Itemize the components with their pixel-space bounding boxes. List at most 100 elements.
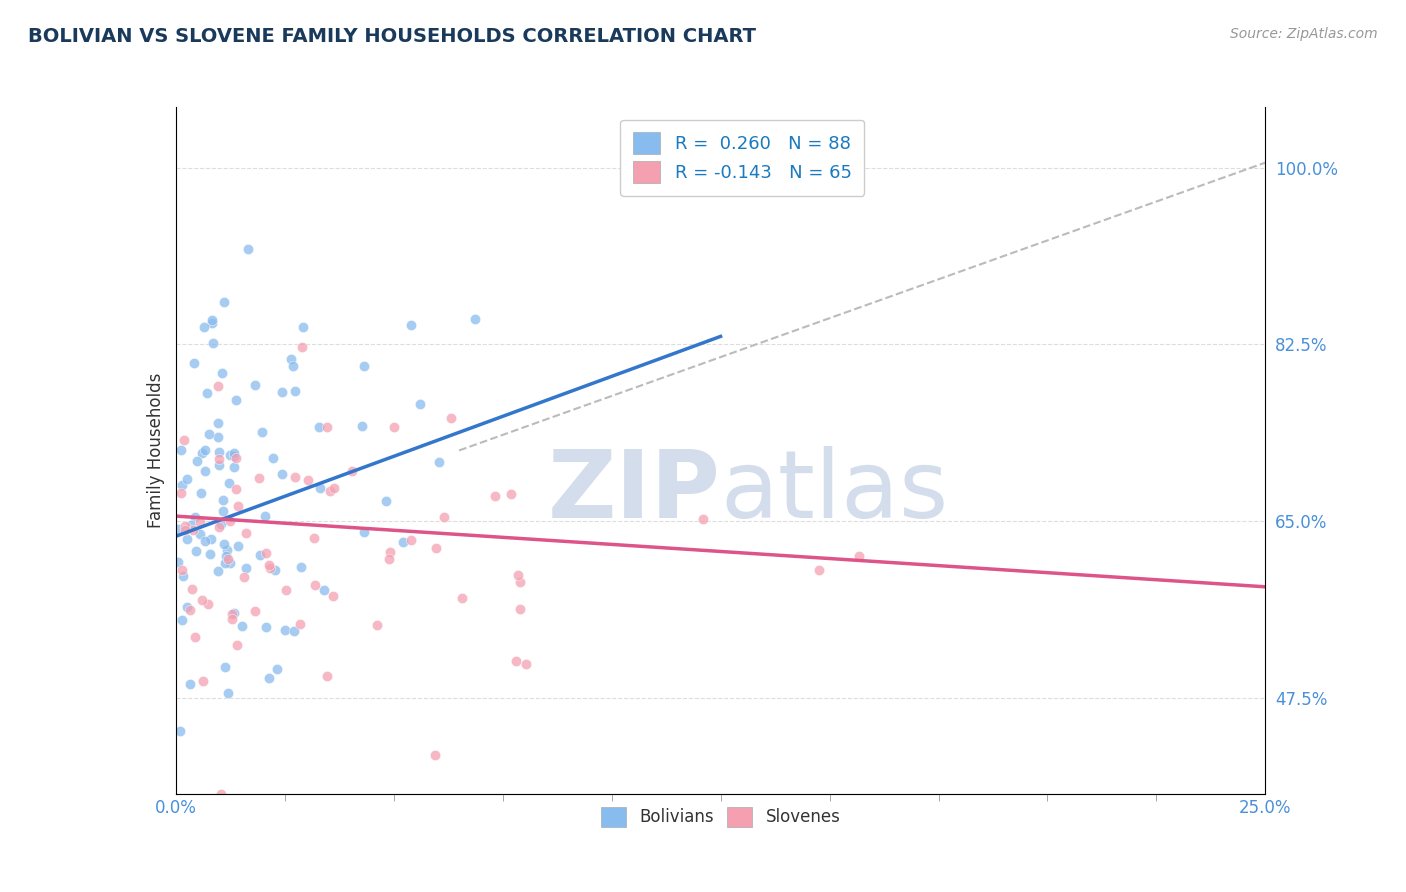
Point <box>253 508 276 523</box>
Point <box>169 724 191 739</box>
Point <box>190 485 212 500</box>
Point <box>180 517 202 532</box>
Point <box>353 359 375 374</box>
Point <box>197 597 219 611</box>
Point <box>508 568 530 582</box>
Point <box>427 455 450 469</box>
Point <box>188 526 211 541</box>
Point <box>207 417 229 431</box>
Text: atlas: atlas <box>721 446 949 538</box>
Point <box>319 484 342 499</box>
Point <box>173 434 195 448</box>
Point <box>176 600 198 615</box>
Point <box>280 351 302 366</box>
Point <box>191 593 214 607</box>
Point <box>323 481 346 495</box>
Point <box>297 473 319 487</box>
Point <box>291 340 314 354</box>
Point <box>292 320 315 334</box>
Point <box>214 556 236 570</box>
Point <box>207 564 229 578</box>
Point <box>174 523 197 537</box>
Point <box>217 686 239 700</box>
Point <box>208 445 231 459</box>
Point <box>409 397 432 411</box>
Text: BOLIVIAN VS SLOVENE FAMILY HOUSEHOLDS CORRELATION CHART: BOLIVIAN VS SLOVENE FAMILY HOUSEHOLDS CO… <box>28 27 756 45</box>
Point <box>209 517 232 532</box>
Point <box>191 446 214 460</box>
Point <box>193 320 215 334</box>
Point <box>170 478 193 492</box>
Point <box>312 583 335 598</box>
Point <box>207 429 229 443</box>
Point <box>200 532 222 546</box>
Point <box>221 607 243 621</box>
Point <box>201 313 224 327</box>
Point <box>222 606 245 620</box>
Point <box>179 603 201 617</box>
Point <box>188 516 211 530</box>
Point <box>197 427 219 442</box>
Point <box>484 489 506 503</box>
Point <box>211 367 233 381</box>
Point <box>247 471 270 485</box>
Point <box>322 589 344 603</box>
Point <box>222 446 245 460</box>
Point <box>451 591 474 606</box>
Point <box>209 787 232 801</box>
Point <box>195 385 218 400</box>
Point <box>225 638 247 652</box>
Point <box>219 556 242 570</box>
Point <box>283 624 305 639</box>
Point <box>170 486 193 500</box>
Point <box>194 464 217 478</box>
Point <box>221 612 243 626</box>
Point <box>217 551 239 566</box>
Point <box>183 630 205 644</box>
Point <box>353 524 375 539</box>
Point <box>167 522 190 536</box>
Point <box>218 514 240 528</box>
Point <box>290 560 312 574</box>
Point <box>170 563 193 577</box>
Point <box>167 555 190 569</box>
Point <box>172 569 194 583</box>
Point <box>270 385 292 400</box>
Point <box>399 533 422 548</box>
Point <box>288 616 311 631</box>
Point <box>262 450 284 465</box>
Point <box>807 563 830 577</box>
Point <box>201 316 224 330</box>
Point <box>515 657 537 671</box>
Point <box>231 619 253 633</box>
Point <box>212 493 235 508</box>
Point <box>505 653 527 667</box>
Point <box>378 552 401 566</box>
Point <box>225 450 247 465</box>
Point <box>215 543 238 558</box>
Point <box>226 539 249 553</box>
Point <box>382 420 405 434</box>
Point <box>274 582 297 597</box>
Point <box>235 561 257 575</box>
Point <box>464 311 486 326</box>
Point <box>233 570 256 584</box>
Point <box>399 318 422 332</box>
Point <box>183 509 205 524</box>
Point <box>170 613 193 627</box>
Point <box>215 549 238 564</box>
Point <box>173 519 195 533</box>
Point <box>266 662 288 676</box>
Point <box>257 558 280 572</box>
Point <box>284 470 307 484</box>
Point <box>179 677 201 691</box>
Text: ZIP: ZIP <box>548 446 721 538</box>
Point <box>198 548 221 562</box>
Point <box>219 448 242 462</box>
Point <box>848 549 870 564</box>
Point <box>186 454 208 468</box>
Point <box>222 449 245 463</box>
Point <box>308 420 330 434</box>
Point <box>212 537 235 551</box>
Point <box>425 541 447 555</box>
